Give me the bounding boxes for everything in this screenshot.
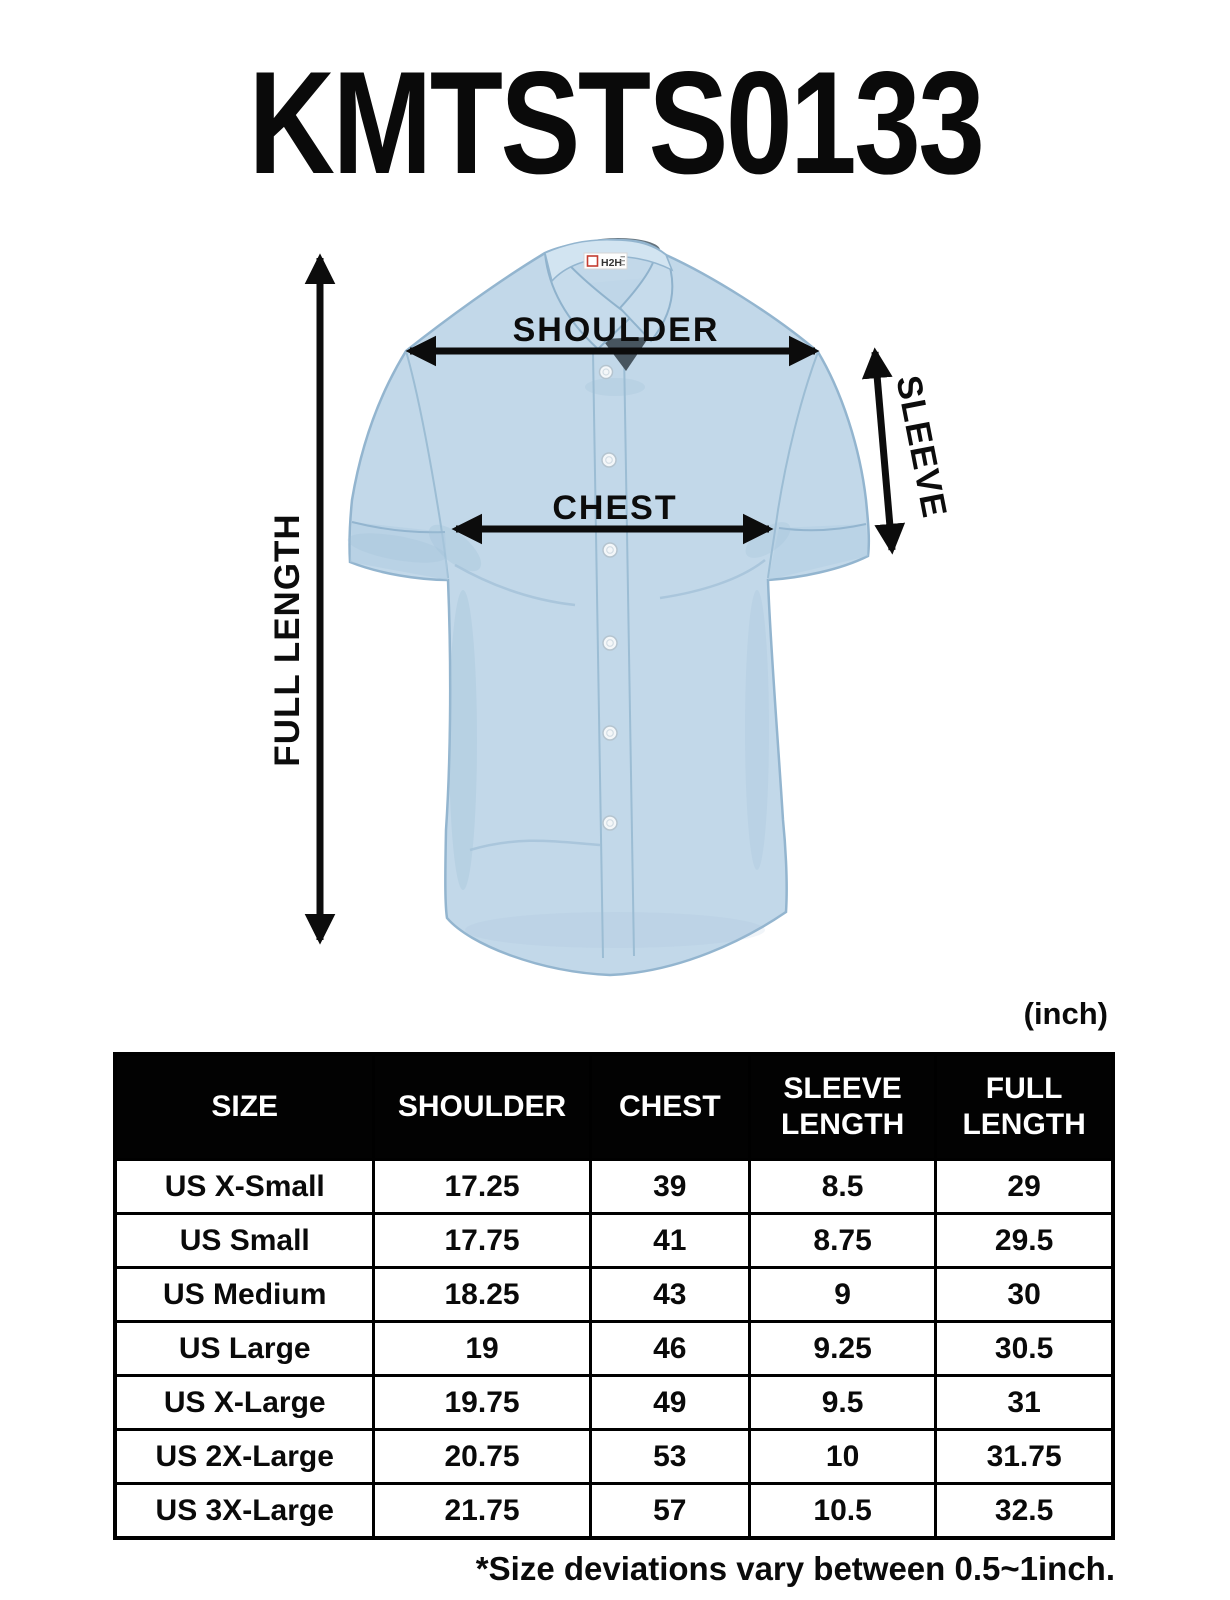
product-code-title: KMTSTS0133: [0, 48, 1230, 198]
cell-full-length: 29.5: [934, 1212, 1115, 1269]
cell-size: US Medium: [113, 1266, 376, 1323]
cell-full-length: 30.5: [934, 1320, 1115, 1377]
table-row: US Small 17.75 41 8.75 29.5: [113, 1212, 1115, 1269]
left-cuff: [350, 522, 448, 580]
cell-shoulder: 20.75: [372, 1428, 592, 1485]
column-header-sleeve-length: SLEEVE LENGTH: [747, 1052, 938, 1161]
cell-full-length: 30: [934, 1266, 1115, 1323]
table-row: US 2X-Large 20.75 53 10 31.75: [113, 1428, 1115, 1485]
shirt-button: [602, 635, 618, 651]
cell-chest: 41: [588, 1212, 752, 1269]
cell-chest: 49: [588, 1374, 752, 1431]
right-armhole-seam: [767, 351, 819, 579]
cell-full-length: 29: [934, 1158, 1115, 1215]
cell-full-length: 31: [934, 1374, 1115, 1431]
cell-size: US Large: [113, 1320, 376, 1377]
table-row: US 3X-Large 21.75 57 10.5 32.5: [113, 1482, 1115, 1540]
sleeve-arrow: SLEEVE: [861, 347, 954, 555]
shirt-wrinkles: [454, 559, 766, 852]
cell-sleeve-length: 10: [747, 1428, 938, 1485]
cell-chest: 46: [588, 1320, 752, 1377]
cell-full-length: 31.75: [934, 1428, 1115, 1485]
sleeve-label: SLEEVE: [888, 372, 954, 521]
cell-shoulder: 21.75: [372, 1482, 592, 1540]
cell-size: US X-Large: [113, 1374, 376, 1431]
shirt-collar: H2H: [543, 239, 674, 371]
chest-label: CHEST: [552, 489, 677, 527]
shoulder-arrow: SHOULDER: [405, 311, 820, 367]
cell-sleeve-length: 10.5: [747, 1482, 938, 1540]
cell-shoulder: 17.25: [372, 1158, 592, 1215]
cell-chest: 53: [588, 1428, 752, 1485]
product-code-text: KMTSTS0133: [248, 41, 984, 204]
cell-full-length: 32.5: [934, 1482, 1115, 1540]
table-row: US X-Large 19.75 49 9.5 31: [113, 1374, 1115, 1431]
table-row: US Medium 18.25 43 9 30: [113, 1266, 1115, 1323]
shirt-measurement-diagram: H2H: [268, 238, 954, 977]
full-length-arrow: FULL LENGTH: [268, 253, 336, 945]
cell-sleeve-length: 9: [747, 1266, 938, 1323]
h2h-logo-icon: [586, 255, 599, 267]
shirt-button: [601, 452, 617, 468]
left-cuff-seam: [351, 521, 446, 534]
column-header-size: SIZE: [113, 1052, 376, 1161]
cell-sleeve-length: 8.5: [747, 1158, 938, 1215]
cell-size: US Small: [113, 1212, 376, 1269]
cell-size: US X-Small: [113, 1158, 376, 1215]
shirt-button: [598, 364, 614, 380]
column-header-full-length: FULL LENGTH: [934, 1052, 1115, 1161]
cell-shoulder: 19.75: [372, 1374, 592, 1431]
unit-label: (inch): [1023, 996, 1108, 1031]
cell-sleeve-length: 9.25: [747, 1320, 938, 1377]
cell-chest: 43: [588, 1266, 752, 1323]
column-header-chest: CHEST: [588, 1052, 752, 1161]
collar-brand-label: H2H: [583, 252, 628, 270]
cell-shoulder: 19: [372, 1320, 592, 1377]
table-header-row: SIZE SHOULDER CHEST SLEEVE LENGTH FULL L…: [113, 1052, 1115, 1161]
shirt-button: [602, 815, 618, 831]
cell-size: US 3X-Large: [113, 1482, 376, 1540]
shirt-illustration: H2H: [347, 238, 871, 977]
shirt-button: [602, 542, 618, 558]
shirt-body: [348, 238, 871, 977]
shirt-button: [602, 725, 618, 741]
cell-chest: 39: [588, 1158, 752, 1215]
chest-arrow: CHEST: [451, 489, 774, 545]
size-deviation-note: *Size deviations vary between 0.5~1inch.: [475, 1550, 1115, 1587]
cell-shoulder: 17.75: [372, 1212, 592, 1269]
table-row: US X-Small 17.25 39 8.5 29: [113, 1158, 1115, 1215]
cell-sleeve-length: 8.75: [747, 1212, 938, 1269]
full-length-label: FULL LENGTH: [268, 513, 307, 766]
cell-chest: 57: [588, 1482, 752, 1540]
cell-shoulder: 18.25: [372, 1266, 592, 1323]
shoulder-label: SHOULDER: [513, 311, 720, 349]
size-table: SIZE SHOULDER CHEST SLEEVE LENGTH FULL L…: [113, 1052, 1115, 1540]
cell-size: US 2X-Large: [113, 1428, 376, 1485]
brand-label-text: H2H: [601, 257, 622, 269]
right-cuff: [768, 524, 868, 580]
column-header-shoulder: SHOULDER: [372, 1052, 592, 1161]
cell-sleeve-length: 9.5: [747, 1374, 938, 1431]
right-cuff-seam: [778, 523, 867, 532]
shirt-shading: [347, 378, 791, 948]
table-row: US Large 19 46 9.25 30.5: [113, 1320, 1115, 1377]
shirt-buttons: [598, 364, 618, 831]
shirt-placket: [592, 349, 635, 959]
